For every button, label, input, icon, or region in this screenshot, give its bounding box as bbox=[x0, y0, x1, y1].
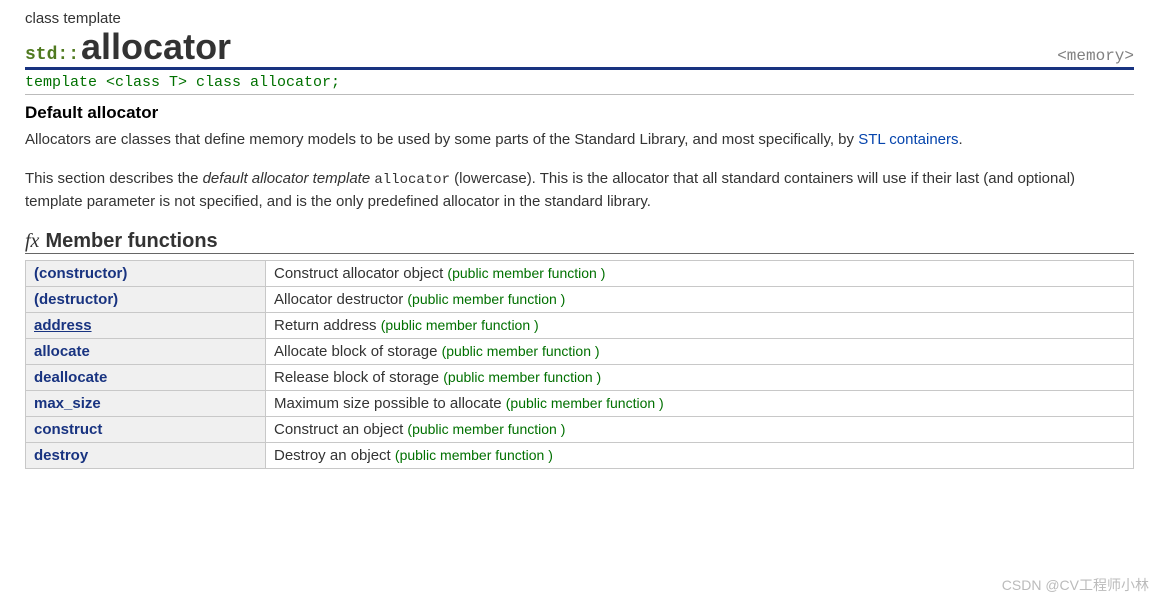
member-type-label: (public member function ) bbox=[447, 265, 605, 281]
member-desc-text: Destroy an object bbox=[274, 447, 395, 464]
member-link[interactable]: allocate bbox=[34, 343, 90, 360]
member-desc-text: Return address bbox=[274, 317, 381, 334]
member-name-cell: destroy bbox=[26, 442, 266, 468]
member-desc-text: Allocator destructor bbox=[274, 291, 407, 308]
table-row: (destructor) Allocator destructor (public… bbox=[26, 286, 1134, 312]
title-wrap: std:: allocator bbox=[25, 29, 231, 65]
member-type-label: (public member function ) bbox=[407, 291, 565, 307]
table-row: deallocate Release block of storage (publ… bbox=[26, 364, 1134, 390]
member-type-label: (public member function ) bbox=[443, 369, 601, 385]
member-link[interactable]: construct bbox=[34, 421, 102, 438]
member-desc-cell: Maximum size possible to allocate (publi… bbox=[266, 390, 1134, 416]
namespace-prefix: std:: bbox=[25, 45, 79, 65]
member-functions-table: (constructor) Construct allocator object … bbox=[25, 260, 1134, 469]
member-desc-cell: Allocate block of storage (public member… bbox=[266, 338, 1134, 364]
member-name-cell: (constructor) bbox=[26, 260, 266, 286]
table-row: construct Construct an object (public mem… bbox=[26, 416, 1134, 442]
member-desc-text: Allocate block of storage bbox=[274, 343, 442, 360]
member-type-label: (public member function ) bbox=[407, 421, 565, 437]
summary-para-2: This section describes the default alloc… bbox=[25, 168, 1134, 212]
member-desc-cell: Release block of storage (public member … bbox=[266, 364, 1134, 390]
summary-para-2-pre: This section describes the bbox=[25, 170, 203, 187]
member-name-cell: max_size bbox=[26, 390, 266, 416]
kind-label: class template bbox=[25, 10, 1134, 27]
table-row: (constructor) Construct allocator object … bbox=[26, 260, 1134, 286]
member-functions-header: fx Member functions bbox=[25, 230, 1134, 254]
member-name-cell: (destructor) bbox=[26, 286, 266, 312]
member-link[interactable]: (constructor) bbox=[34, 265, 127, 282]
summary-para-1-text: Allocators are classes that define memor… bbox=[25, 131, 858, 148]
stl-containers-link[interactable]: STL containers bbox=[858, 131, 958, 148]
member-desc-text: Release block of storage bbox=[274, 369, 443, 386]
member-name-cell: address bbox=[26, 312, 266, 338]
member-link[interactable]: max_size bbox=[34, 395, 101, 412]
member-desc-cell: Construct allocator object (public membe… bbox=[266, 260, 1134, 286]
summary-para-1: Allocators are classes that define memor… bbox=[25, 129, 1134, 150]
member-name-cell: allocate bbox=[26, 338, 266, 364]
table-row: destroy Destroy an object (public member … bbox=[26, 442, 1134, 468]
member-type-label: (public member function ) bbox=[381, 317, 539, 333]
table-row: address Return address (public member fun… bbox=[26, 312, 1134, 338]
member-type-label: (public member function ) bbox=[506, 395, 664, 411]
template-declaration: template <class T> class allocator; bbox=[25, 70, 1134, 95]
member-desc-cell: Return address (public member function ) bbox=[266, 312, 1134, 338]
member-desc-cell: Destroy an object (public member functio… bbox=[266, 442, 1134, 468]
member-desc-cell: Construct an object (public member funct… bbox=[266, 416, 1134, 442]
table-row: max_size Maximum size possible to allocat… bbox=[26, 390, 1134, 416]
member-desc-cell: Allocator destructor (public member func… bbox=[266, 286, 1134, 312]
summary-para-2-ital: default allocator template bbox=[203, 170, 371, 187]
member-link[interactable]: address bbox=[34, 317, 92, 334]
member-link[interactable]: deallocate bbox=[34, 369, 107, 386]
member-type-label: (public member function ) bbox=[442, 343, 600, 359]
member-name-cell: deallocate bbox=[26, 364, 266, 390]
member-link[interactable]: destroy bbox=[34, 447, 88, 464]
member-name-cell: construct bbox=[26, 416, 266, 442]
fx-icon: fx bbox=[25, 230, 39, 253]
section-title: Member functions bbox=[45, 230, 217, 253]
watermark: CSDN @CV工程师小林 bbox=[1002, 575, 1149, 595]
summary-heading: Default allocator bbox=[25, 103, 1134, 123]
member-desc-text: Maximum size possible to allocate bbox=[274, 395, 506, 412]
table-row: allocate Allocate block of storage (publi… bbox=[26, 338, 1134, 364]
member-link[interactable]: (destructor) bbox=[34, 291, 118, 308]
title-header: std:: allocator <memory> bbox=[25, 29, 1134, 70]
summary-para-2-mono: allocator bbox=[374, 172, 450, 188]
member-type-label: (public member function ) bbox=[395, 447, 553, 463]
summary-para-1-post: . bbox=[959, 131, 963, 148]
member-desc-text: Construct an object bbox=[274, 421, 407, 438]
page-title: allocator bbox=[81, 29, 231, 65]
header-include-tag[interactable]: <memory> bbox=[1057, 47, 1134, 65]
member-desc-text: Construct allocator object bbox=[274, 265, 447, 282]
